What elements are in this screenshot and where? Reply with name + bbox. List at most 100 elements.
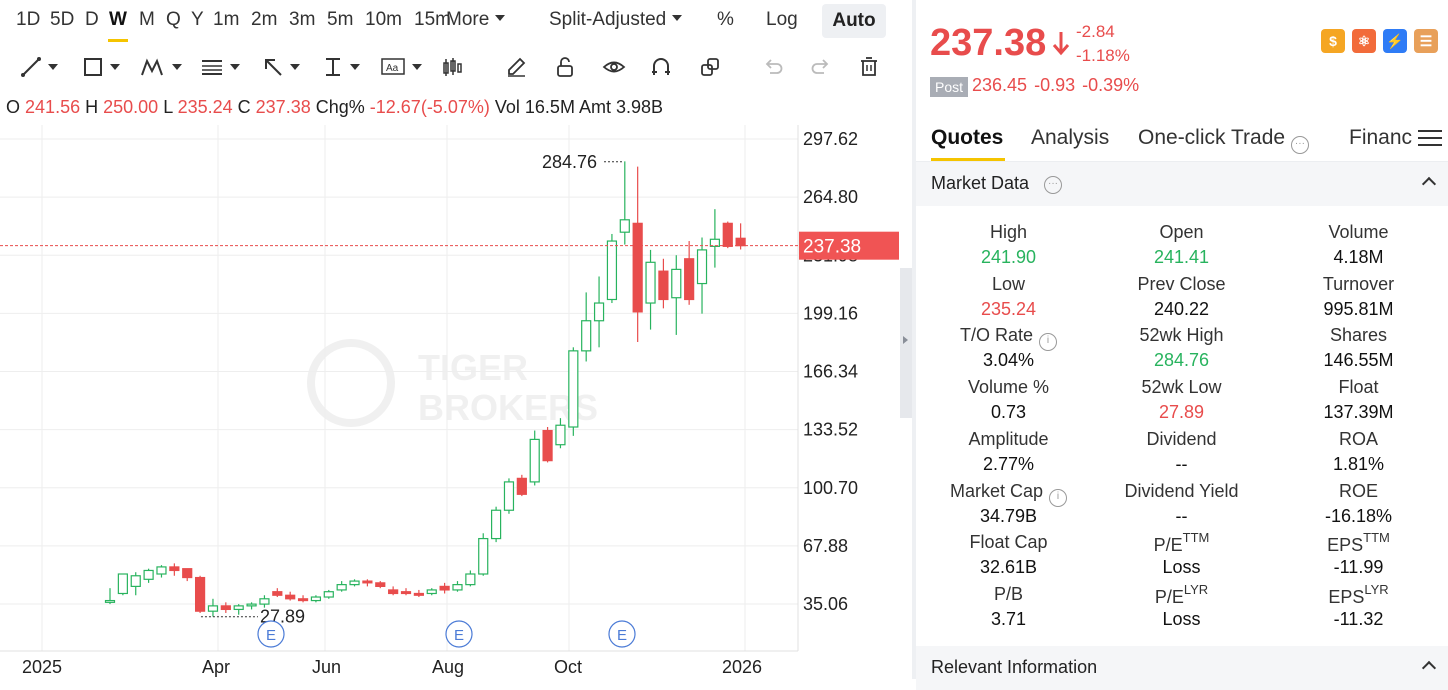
- arrow-tool[interactable]: [262, 54, 300, 80]
- tab-analysis[interactable]: Analysis: [1031, 126, 1110, 149]
- chevron-down-icon: [172, 64, 182, 70]
- tab-quotes[interactable]: Quotes: [931, 126, 1004, 149]
- line-tool[interactable]: [20, 54, 58, 80]
- menu-icon[interactable]: [1418, 130, 1442, 151]
- tab-financials[interactable]: Financ: [1349, 126, 1413, 149]
- period-5d[interactable]: 5D: [50, 9, 75, 30]
- percent-toggle[interactable]: %: [717, 9, 734, 30]
- chevron-up-icon[interactable]: [1421, 660, 1437, 676]
- period-d[interactable]: D: [85, 9, 99, 30]
- magnet-tool[interactable]: [650, 54, 672, 80]
- x-tick-label: Aug: [432, 657, 464, 677]
- chevron-down-icon: [290, 64, 300, 70]
- market-data-label: Volume %: [920, 377, 1097, 402]
- period-1d[interactable]: 1D: [16, 9, 41, 30]
- pencil-tool[interactable]: [505, 54, 527, 80]
- undo-button[interactable]: [762, 54, 784, 80]
- adjust-dropdown[interactable]: Split-Adjusted: [549, 9, 683, 31]
- max-price-label: 284.76: [542, 152, 597, 172]
- market-data-cell: Dividend Yield --: [1093, 481, 1270, 527]
- candle-body: [207, 605, 219, 612]
- options-icon[interactable]: ⚛: [1352, 29, 1376, 53]
- unlock-icon: [557, 57, 573, 77]
- more-dots-icon[interactable]: ···: [1044, 176, 1062, 194]
- panel-divider[interactable]: [912, 0, 916, 679]
- tab-one-click-trade[interactable]: One-click Trade ···: [1138, 126, 1309, 154]
- market-data-cell: Dividend --: [1093, 429, 1270, 475]
- candle-body: [735, 237, 746, 247]
- visibility-tool[interactable]: [602, 54, 626, 80]
- rectangle-tool[interactable]: [82, 54, 120, 80]
- market-data-cell: P/ETTM Loss: [1093, 530, 1270, 578]
- lightning-icon[interactable]: ⚡: [1383, 29, 1407, 53]
- drawing-toolbar: Aa: [0, 48, 900, 86]
- market-data-label-sup: LYR: [1364, 581, 1389, 597]
- amt-value: 3.98B: [615, 97, 664, 117]
- expand-arrow-icon[interactable]: [903, 336, 908, 344]
- market-data-label-text: Float Cap: [969, 532, 1048, 553]
- link-tool[interactable]: [699, 54, 721, 80]
- market-data-label-sup: TTM: [1363, 530, 1390, 546]
- chevron-up-icon[interactable]: [1421, 176, 1437, 192]
- candle-body: [117, 573, 128, 595]
- info-icon[interactable]: i: [1039, 333, 1058, 352]
- wave-pattern-icon: [141, 58, 163, 76]
- high-value: 250.00: [103, 97, 159, 117]
- candle-body: [143, 569, 154, 580]
- stack-icon[interactable]: ☰: [1414, 29, 1438, 53]
- delete-button[interactable]: [858, 54, 880, 80]
- candle-body: [503, 481, 515, 511]
- market-data-cell: T/O Rate i 3.04%: [920, 325, 1097, 371]
- market-data-label: Dividend: [1093, 429, 1270, 454]
- market-data-value: 241.90: [980, 247, 1037, 267]
- period-m[interactable]: M: [139, 9, 155, 30]
- period-15m[interactable]: 15m: [414, 9, 451, 30]
- fib-tool[interactable]: [200, 54, 240, 80]
- measure-tool[interactable]: [322, 54, 360, 80]
- candle-body: [336, 584, 347, 591]
- dollar-icon[interactable]: $: [1321, 29, 1345, 53]
- market-data-label-text: T/O Rate: [959, 325, 1034, 346]
- earnings-marker: [608, 620, 636, 648]
- period-3m[interactable]: 3m: [289, 9, 316, 30]
- info-icon[interactable]: i: [1049, 488, 1068, 507]
- market-data-value: 4.18M: [1333, 247, 1384, 267]
- candle-tool[interactable]: [441, 54, 463, 80]
- measure-icon: [326, 58, 340, 76]
- candle-body: [658, 270, 669, 301]
- chevron-down-icon: [495, 14, 506, 21]
- lock-tool[interactable]: [554, 54, 576, 80]
- period-1m[interactable]: 1m: [213, 9, 240, 30]
- period-q[interactable]: Q: [166, 9, 181, 30]
- candle-body: [349, 580, 360, 586]
- magnet-icon: [652, 58, 670, 75]
- market-data-label: 52wk Low: [1093, 377, 1270, 402]
- candle-body: [182, 568, 193, 579]
- period-2m[interactable]: 2m: [251, 9, 278, 30]
- y-tick-label: 166.34: [803, 362, 858, 382]
- chevron-down-icon: [110, 64, 120, 70]
- more-dropdown[interactable]: More: [446, 9, 506, 31]
- market-data-label: 52wk High: [1093, 325, 1270, 350]
- period-5m[interactable]: 5m: [327, 9, 354, 30]
- period-w[interactable]: W: [109, 9, 127, 30]
- log-toggle[interactable]: Log: [766, 9, 798, 30]
- market-data-label: Dividend Yield: [1093, 481, 1270, 506]
- market-data-label: High: [920, 222, 1097, 247]
- relevant-info-title: Relevant Information: [931, 657, 1098, 677]
- period-y[interactable]: Y: [191, 9, 204, 30]
- market-data-value: Loss: [1162, 608, 1201, 629]
- auto-button[interactable]: Auto: [822, 4, 886, 38]
- market-data-header[interactable]: Market Data ···: [916, 162, 1448, 206]
- vol-value: 16.5M: [524, 97, 575, 117]
- relevant-info-header[interactable]: Relevant Information: [916, 646, 1448, 690]
- redo-button[interactable]: [810, 54, 832, 80]
- market-data-label: P/B: [920, 584, 1097, 609]
- market-data-label-text: Turnover: [1322, 273, 1395, 294]
- market-data-label-text: Open: [1159, 222, 1204, 242]
- market-data-label-sup: LYR: [1183, 581, 1209, 597]
- pattern-tool[interactable]: [140, 54, 182, 80]
- period-10m[interactable]: 10m: [365, 9, 402, 30]
- text-tool[interactable]: Aa: [380, 54, 422, 80]
